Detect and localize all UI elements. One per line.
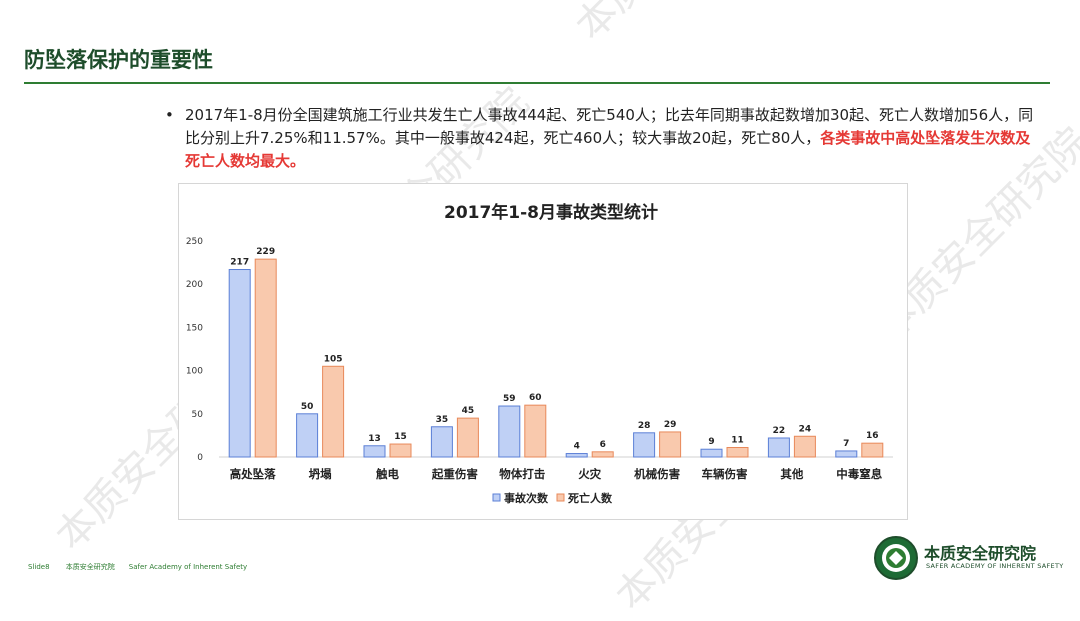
legend-swatch bbox=[492, 493, 501, 502]
y-tick-label: 0 bbox=[197, 453, 203, 463]
bar-accidents bbox=[565, 453, 588, 458]
x-tick-label: 物体打击 bbox=[499, 467, 545, 481]
data-label: 6 bbox=[600, 440, 606, 450]
footer-slide-number: Slide8 bbox=[28, 563, 50, 571]
x-tick-label: 起重伤害 bbox=[431, 467, 478, 481]
data-label: 24 bbox=[799, 424, 812, 434]
intro-highlight-text: 各类事故中高处坠落发生次数及死亡人数均最大。 bbox=[185, 129, 1031, 170]
legend: 事故次数 死亡人数 bbox=[492, 491, 613, 505]
x-tick-label: 触电 bbox=[375, 467, 399, 481]
data-label: 105 bbox=[324, 354, 343, 364]
x-tick-label: 火灾 bbox=[578, 467, 601, 481]
footer-org-en: Safer Academy of Inherent Safety bbox=[128, 563, 248, 571]
data-label: 7 bbox=[843, 439, 849, 449]
x-tick-label: 高处坠落 bbox=[230, 467, 276, 481]
bar-accidents bbox=[363, 445, 386, 458]
bar-accidents bbox=[835, 450, 858, 458]
data-label: 35 bbox=[436, 415, 449, 425]
data-label: 50 bbox=[301, 402, 314, 412]
chart-title: 2017年1-8月事故类型统计 bbox=[444, 202, 658, 223]
data-label: 60 bbox=[529, 393, 542, 403]
bar-accidents bbox=[633, 432, 656, 458]
chart-frame: 2017年1-8月事故类型统计 0 50 100 150 200 250 217 229 50… bbox=[178, 183, 908, 520]
legend-label: 死亡人数 bbox=[568, 491, 613, 505]
x-axis: 高处坠落 坍塌 触电 起重伤害 物体打击 火灾 机械伤害 车辆伤害 其他 中毒窒息 bbox=[230, 467, 883, 481]
data-label: 29 bbox=[664, 420, 677, 430]
y-tick-label: 250 bbox=[186, 237, 203, 247]
y-tick-label: 50 bbox=[192, 410, 204, 420]
bar-deaths bbox=[793, 435, 816, 458]
bar-deaths bbox=[389, 443, 412, 458]
bars-group: 217 229 50 105 13 15 35 45 59 60 4 6 28 29 9 11 22 24 7 16 bbox=[228, 247, 884, 458]
bullet: • bbox=[165, 106, 174, 124]
bar-accidents bbox=[700, 448, 723, 458]
data-label: 13 bbox=[368, 434, 381, 444]
title-divider bbox=[24, 82, 1050, 84]
logo-emblem-icon bbox=[874, 536, 918, 580]
data-label: 15 bbox=[394, 432, 407, 442]
legend-label: 事故次数 bbox=[504, 491, 549, 505]
data-label: 16 bbox=[866, 431, 879, 441]
data-label: 11 bbox=[731, 435, 744, 445]
x-tick-label: 车辆伤害 bbox=[702, 467, 748, 481]
footer-org-cn: 本质安全研究院 bbox=[65, 563, 115, 571]
bar-accidents bbox=[767, 437, 790, 458]
x-tick-label: 其他 bbox=[780, 467, 803, 481]
bar-accidents bbox=[498, 405, 521, 458]
data-label: 229 bbox=[256, 247, 275, 257]
bar-accidents bbox=[430, 426, 453, 458]
x-tick-label: 坍塌 bbox=[309, 467, 332, 481]
watermark-5: 本质安全研究院 bbox=[560, 0, 799, 51]
footer: Slide8 本质安全研究院 Safer Academy of Inherent … bbox=[28, 562, 261, 572]
data-label: 45 bbox=[462, 406, 475, 416]
y-tick-label: 150 bbox=[186, 323, 203, 333]
x-tick-label: 中毒窒息 bbox=[836, 467, 882, 481]
y-tick-label: 100 bbox=[186, 367, 203, 377]
bar-deaths bbox=[322, 365, 345, 458]
data-label: 4 bbox=[574, 442, 580, 452]
bar-accidents bbox=[228, 269, 251, 458]
intro-text: 2017年1-8月份全国建筑施工行业共发生亡人事故444起、死亡540人；比去年… bbox=[185, 104, 1045, 173]
page-title: 防坠落保护的重要性 bbox=[24, 48, 213, 72]
data-label: 22 bbox=[773, 426, 786, 436]
data-label: 59 bbox=[503, 394, 516, 404]
bar-deaths bbox=[254, 258, 277, 458]
logo-name-cn: 本质安全研究院 bbox=[924, 544, 1037, 563]
data-label: 28 bbox=[638, 421, 651, 431]
bar-deaths bbox=[524, 404, 547, 458]
data-label: 9 bbox=[708, 437, 714, 447]
legend-swatch bbox=[556, 493, 565, 502]
intro-paragraph: • 2017年1-8月份全国建筑施工行业共发生亡人事故444起、死亡540人；比… bbox=[165, 104, 1045, 173]
bar-deaths bbox=[659, 431, 682, 458]
bar-accidents bbox=[296, 413, 319, 458]
y-tick-label: 200 bbox=[186, 280, 203, 290]
y-axis: 0 50 100 150 200 250 bbox=[186, 237, 203, 463]
bar-deaths bbox=[726, 446, 749, 458]
x-tick-label: 机械伤害 bbox=[634, 467, 680, 481]
bar-deaths bbox=[456, 417, 479, 458]
bar-deaths bbox=[591, 451, 614, 458]
intro-plain-text: 2017年1-8月份全国建筑施工行业共发生亡人事故444起、死亡540人；比去年… bbox=[185, 106, 1034, 147]
logo-name-en: SAFER ACADEMY OF INHERENT SAFETY bbox=[926, 562, 1064, 570]
data-label: 217 bbox=[230, 258, 249, 268]
bar-deaths bbox=[861, 442, 884, 458]
